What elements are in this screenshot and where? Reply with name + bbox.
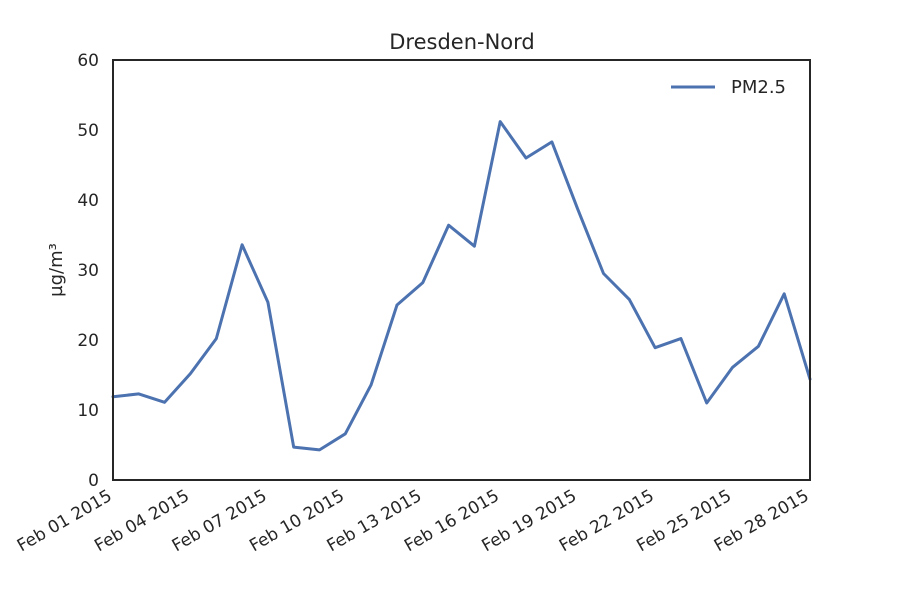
y-tick-label: 0 (88, 471, 99, 491)
legend: PM2.5 (671, 77, 786, 98)
y-tick-label: 50 (77, 121, 99, 141)
y-tick-label: 30 (77, 261, 99, 281)
chart-title: Dresden-Nord (389, 30, 535, 54)
y-tick-label: 20 (77, 331, 99, 351)
y-tick-label: 10 (77, 401, 99, 421)
plot-frame (112, 59, 811, 481)
legend-label-pm25: PM2.5 (731, 77, 786, 98)
y-tick-label: 40 (77, 191, 99, 211)
y-axis-label: µg/m³ (46, 243, 67, 297)
y-tick-label: 60 (77, 51, 99, 71)
series-line-pm25 (111, 120, 812, 452)
